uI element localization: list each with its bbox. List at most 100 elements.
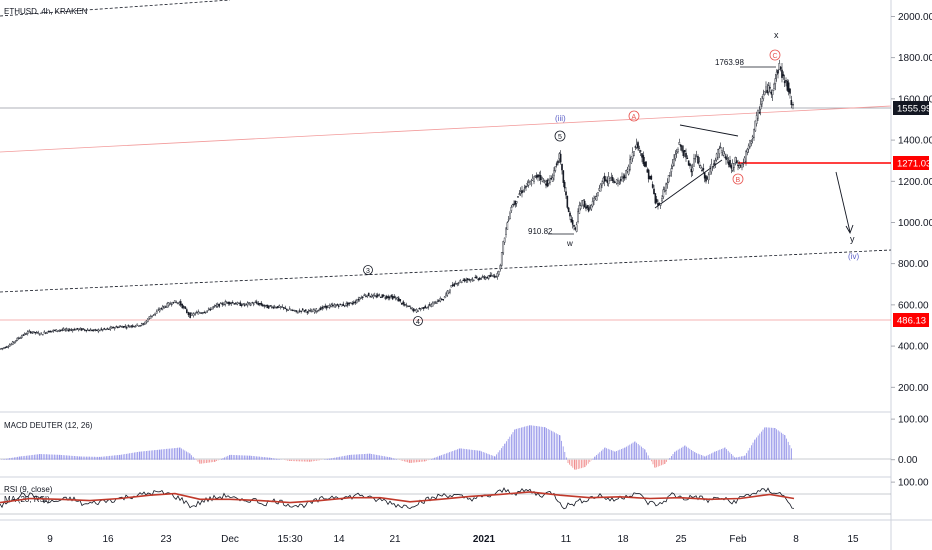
candle-body <box>376 294 379 297</box>
candle-body <box>739 165 742 167</box>
candle-body <box>26 331 29 334</box>
candle-body <box>406 305 409 308</box>
candle-body <box>169 303 172 305</box>
candle-body <box>742 163 745 165</box>
candle-body <box>622 176 625 179</box>
candle-body <box>312 309 315 312</box>
candle-body <box>282 307 285 309</box>
candle-body <box>591 201 594 207</box>
time-tick-label: 16 <box>102 534 114 545</box>
candle-body <box>650 175 653 180</box>
candle-body <box>198 312 201 314</box>
candle-body <box>779 66 782 70</box>
candle-body <box>219 302 222 304</box>
candle-body <box>486 277 489 279</box>
candle-body <box>667 175 670 183</box>
candle-body <box>653 188 655 195</box>
candle-body <box>11 341 14 345</box>
price-tick-label: 2000.00 <box>898 12 932 23</box>
candle-body <box>777 69 779 74</box>
candle-body <box>753 129 755 138</box>
candle-body <box>278 305 281 308</box>
candle-body <box>427 306 430 308</box>
candle-body <box>179 301 182 306</box>
current-price-text: 1555.99 <box>897 104 931 115</box>
candle-body <box>400 302 403 305</box>
candle-body <box>276 306 279 309</box>
time-axis[interactable]: 9 16 23 Dec 15:30 14 21 2021 11 18 25 Feb 8 15 <box>47 534 859 545</box>
candle-body <box>565 191 567 196</box>
candle-body <box>231 302 234 304</box>
candle-body <box>515 201 518 204</box>
candle-body <box>755 115 758 124</box>
candle-body <box>200 312 203 314</box>
candle-body <box>689 163 691 167</box>
candle-body <box>396 297 399 300</box>
candle-body <box>336 304 339 306</box>
candle-body <box>266 304 269 309</box>
candle-body <box>698 161 701 166</box>
candle-body <box>765 86 767 92</box>
candle-body <box>514 200 517 205</box>
candle-body <box>570 218 573 223</box>
candle-body <box>181 303 184 309</box>
macd-tick-label: 100.00 <box>898 415 929 426</box>
candle-body <box>460 281 463 283</box>
candle-body <box>468 279 471 281</box>
time-tick-label: 18 <box>617 534 629 545</box>
candle-body <box>579 205 582 209</box>
low-level-badge <box>893 313 929 327</box>
candle-body <box>349 302 352 304</box>
candle-body <box>140 323 143 326</box>
candle-body <box>387 296 390 299</box>
candle-body <box>164 306 167 308</box>
candle-body <box>647 169 650 180</box>
price-axis[interactable]: 2000.00 1800.00 1600.00 1400.00 1200.00 1000.… <box>891 12 932 394</box>
candle-body <box>554 166 557 171</box>
candle-body <box>654 193 657 204</box>
candle-body <box>718 148 721 154</box>
candle-body <box>324 305 327 308</box>
candle-body <box>677 149 679 152</box>
projection-arrow <box>835 171 851 233</box>
trend-lines <box>0 0 892 293</box>
candle-body <box>230 302 233 305</box>
candle-body <box>206 310 209 312</box>
candle-body <box>115 326 118 328</box>
candle-body <box>298 310 301 312</box>
candle-body <box>670 168 673 173</box>
candle-body <box>529 181 531 183</box>
candle-body <box>2 347 5 349</box>
candle-body <box>210 307 213 310</box>
candle-body <box>539 175 542 181</box>
candle-body <box>372 294 375 298</box>
candle-body <box>730 165 733 169</box>
candle-body <box>437 300 440 302</box>
rsi-line <box>0 487 795 510</box>
rsi-ma-line <box>0 491 795 504</box>
candle-body <box>287 309 290 311</box>
candle-body <box>315 308 318 312</box>
candle-body <box>634 146 637 148</box>
candle-body <box>571 220 574 225</box>
candle-body <box>439 298 442 302</box>
candle-body <box>146 318 149 323</box>
candle-body <box>53 329 56 332</box>
candle-body <box>285 308 288 311</box>
candle-body <box>73 328 76 331</box>
candle-body <box>538 175 541 177</box>
candle-body <box>142 323 145 325</box>
candle-body <box>731 163 734 171</box>
candle-body <box>191 313 193 316</box>
time-tick-label: 2021 <box>473 534 496 545</box>
candle-body <box>472 279 475 281</box>
candle-body <box>331 304 334 306</box>
candle-body <box>264 304 267 307</box>
candle-body <box>583 200 586 208</box>
candle-body <box>184 306 187 309</box>
candle-body <box>258 303 261 305</box>
candle-body <box>431 302 434 307</box>
candle-body <box>710 163 713 173</box>
candle-body <box>770 91 773 95</box>
